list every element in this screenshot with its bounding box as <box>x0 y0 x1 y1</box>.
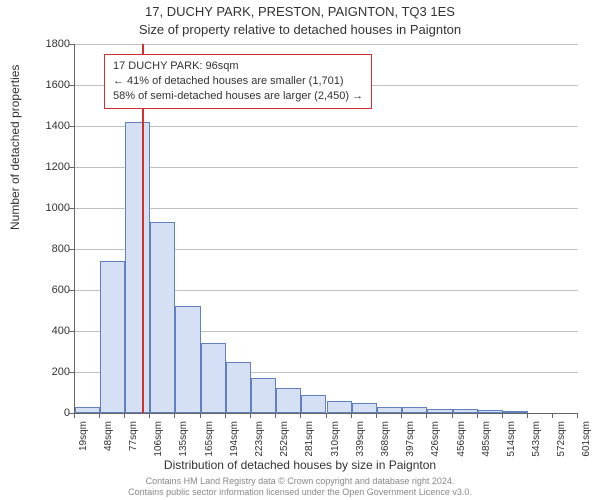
chart-container: 17, DUCHY PARK, PRESTON, PAIGNTON, TQ3 1… <box>0 0 600 500</box>
x-tick-mark <box>300 413 301 418</box>
histogram-bar <box>251 378 276 413</box>
y-tick-label: 1200 <box>30 161 70 173</box>
gridline <box>75 167 578 168</box>
x-tick-label: 456sqm <box>456 421 467 463</box>
x-tick-mark <box>401 413 402 418</box>
x-tick-mark <box>326 413 327 418</box>
annotation-line-2: ← 41% of detached houses are smaller (1,… <box>113 74 363 89</box>
histogram-bar <box>402 407 427 413</box>
histogram-bar <box>201 343 226 413</box>
x-tick-mark <box>74 413 75 418</box>
x-tick-mark <box>426 413 427 418</box>
x-tick-label: 543sqm <box>531 421 542 463</box>
x-tick-mark <box>250 413 251 418</box>
footer-line-2: Contains public sector information licen… <box>0 487 600 498</box>
x-tick-mark <box>275 413 276 418</box>
x-tick-label: 194sqm <box>229 421 240 463</box>
x-tick-label: 135sqm <box>178 421 189 463</box>
footer-line-1: Contains HM Land Registry data © Crown c… <box>0 476 600 487</box>
x-tick-label: 601sqm <box>581 421 592 463</box>
footer-attribution: Contains HM Land Registry data © Crown c… <box>0 476 600 499</box>
histogram-bar <box>327 401 352 413</box>
histogram-bar <box>478 410 503 413</box>
x-tick-label: 368sqm <box>380 421 391 463</box>
y-axis-label: Number of detached properties <box>8 65 22 230</box>
x-tick-label: 19sqm <box>78 421 89 463</box>
x-tick-label: 310sqm <box>330 421 341 463</box>
x-tick-mark <box>99 413 100 418</box>
x-tick-label: 48sqm <box>103 421 114 463</box>
x-tick-mark <box>527 413 528 418</box>
histogram-bar <box>175 306 201 413</box>
histogram-bar <box>427 409 453 413</box>
gridline <box>75 44 578 45</box>
y-tick-label: 1800 <box>30 38 70 50</box>
y-tick-label: 1400 <box>30 120 70 132</box>
annotation-box: 17 DUCHY PARK: 96sqm ← 41% of detached h… <box>104 54 372 109</box>
x-tick-mark <box>225 413 226 418</box>
x-tick-mark <box>577 413 578 418</box>
gridline <box>75 208 578 209</box>
x-tick-mark <box>502 413 503 418</box>
y-tick-label: 1600 <box>30 79 70 91</box>
y-tick-label: 200 <box>30 366 70 378</box>
histogram-bar <box>125 122 150 413</box>
x-tick-label: 223sqm <box>254 421 265 463</box>
x-tick-mark <box>452 413 453 418</box>
x-tick-mark <box>200 413 201 418</box>
x-tick-label: 514sqm <box>506 421 517 463</box>
y-tick-label: 400 <box>30 325 70 337</box>
x-tick-label: 397sqm <box>405 421 416 463</box>
x-tick-label: 77sqm <box>128 421 139 463</box>
x-tick-mark <box>149 413 150 418</box>
histogram-bar <box>377 407 402 413</box>
x-tick-label: 485sqm <box>481 421 492 463</box>
y-tick-label: 1000 <box>30 202 70 214</box>
annotation-line-3: 58% of semi-detached houses are larger (… <box>113 89 363 104</box>
x-tick-label: 339sqm <box>355 421 366 463</box>
histogram-bar <box>226 362 251 413</box>
x-tick-label: 252sqm <box>279 421 290 463</box>
x-tick-label: 165sqm <box>204 421 215 463</box>
x-tick-mark <box>351 413 352 418</box>
x-tick-label: 281sqm <box>304 421 315 463</box>
x-tick-label: 426sqm <box>430 421 441 463</box>
histogram-bar <box>100 261 125 413</box>
y-tick-label: 0 <box>30 407 70 419</box>
gridline <box>75 126 578 127</box>
annotation-line-1: 17 DUCHY PARK: 96sqm <box>113 59 363 74</box>
x-tick-mark <box>552 413 553 418</box>
histogram-bar <box>150 222 175 413</box>
chart-subtitle: Size of property relative to detached ho… <box>0 22 600 37</box>
x-axis-label: Distribution of detached houses by size … <box>0 458 600 472</box>
x-tick-mark <box>174 413 175 418</box>
x-tick-mark <box>376 413 377 418</box>
histogram-bar <box>352 403 377 413</box>
histogram-bar <box>453 409 478 413</box>
x-tick-label: 572sqm <box>556 421 567 463</box>
histogram-bar <box>75 407 100 413</box>
y-tick-label: 800 <box>30 243 70 255</box>
histogram-bar <box>503 411 528 413</box>
histogram-bar <box>301 395 326 413</box>
x-tick-mark <box>477 413 478 418</box>
x-tick-label: 106sqm <box>153 421 164 463</box>
x-tick-mark <box>124 413 125 418</box>
y-tick-label: 600 <box>30 284 70 296</box>
histogram-bar <box>276 388 301 413</box>
chart-title-address: 17, DUCHY PARK, PRESTON, PAIGNTON, TQ3 1… <box>0 4 600 19</box>
